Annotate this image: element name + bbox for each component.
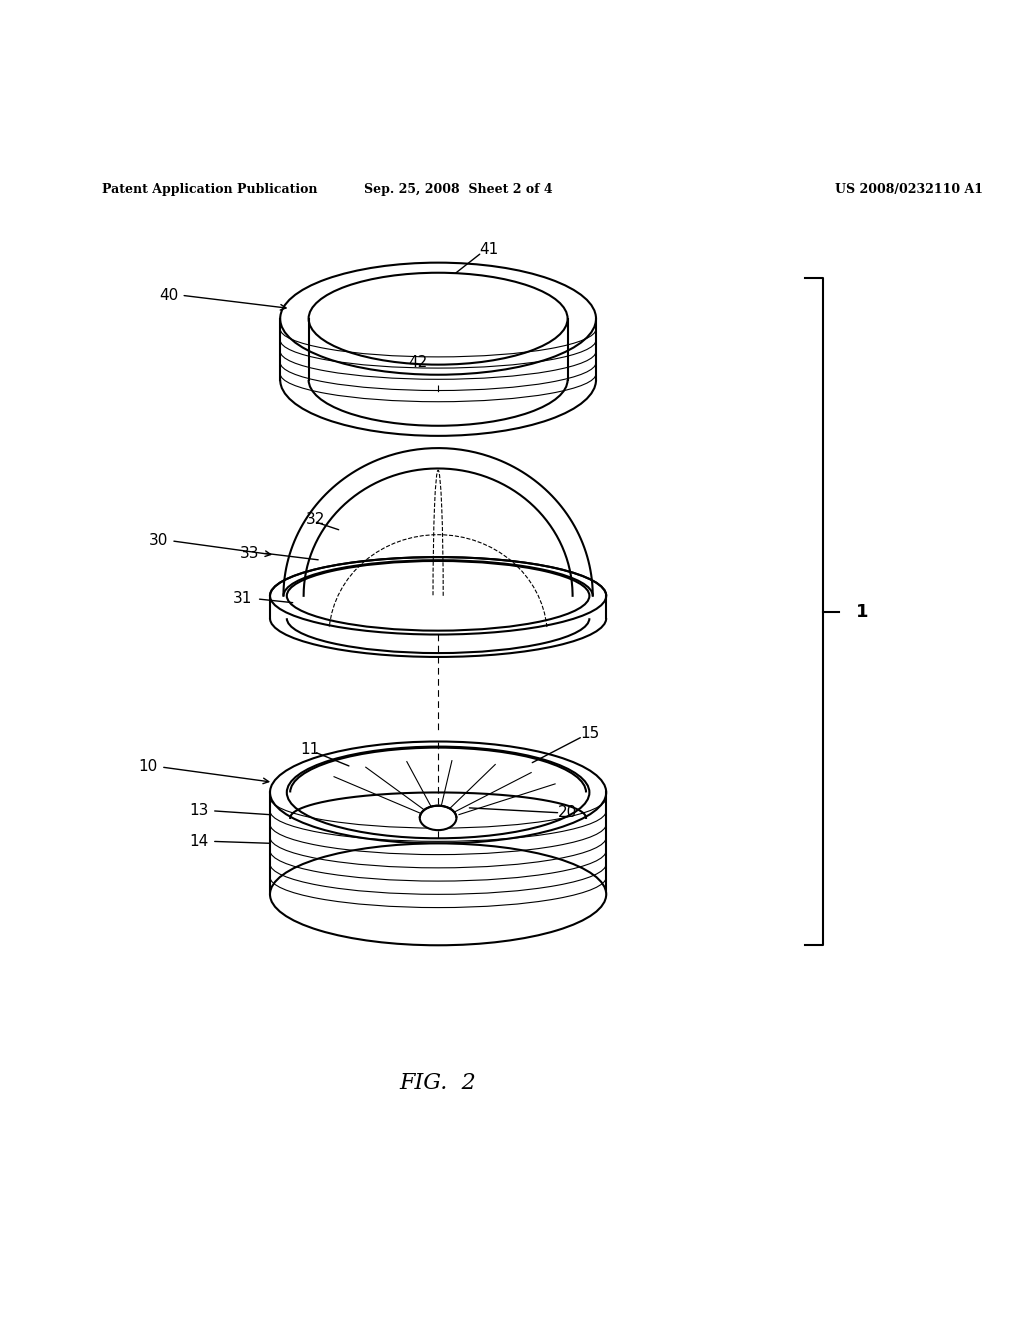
Text: 13: 13 bbox=[189, 804, 209, 818]
Text: 15: 15 bbox=[581, 726, 600, 741]
Text: 31: 31 bbox=[233, 591, 253, 606]
Text: 33: 33 bbox=[241, 545, 260, 561]
Ellipse shape bbox=[281, 263, 596, 375]
Text: 14: 14 bbox=[189, 834, 209, 849]
Text: 1: 1 bbox=[856, 603, 868, 620]
Ellipse shape bbox=[270, 557, 606, 635]
Text: 41: 41 bbox=[479, 242, 498, 257]
Text: Patent Application Publication: Patent Application Publication bbox=[101, 182, 317, 195]
Ellipse shape bbox=[270, 843, 606, 945]
Text: 40: 40 bbox=[159, 288, 178, 302]
Text: 10: 10 bbox=[138, 759, 158, 775]
Text: 42: 42 bbox=[409, 355, 427, 370]
Text: 32: 32 bbox=[305, 512, 325, 527]
Text: FIG.  2: FIG. 2 bbox=[399, 1072, 476, 1094]
Text: 11: 11 bbox=[301, 742, 319, 758]
Ellipse shape bbox=[420, 805, 457, 830]
Text: Sep. 25, 2008  Sheet 2 of 4: Sep. 25, 2008 Sheet 2 of 4 bbox=[365, 182, 553, 195]
Text: 30: 30 bbox=[148, 533, 168, 548]
Text: US 2008/0232110 A1: US 2008/0232110 A1 bbox=[836, 182, 983, 195]
Ellipse shape bbox=[270, 742, 606, 843]
Text: 20: 20 bbox=[558, 805, 578, 820]
